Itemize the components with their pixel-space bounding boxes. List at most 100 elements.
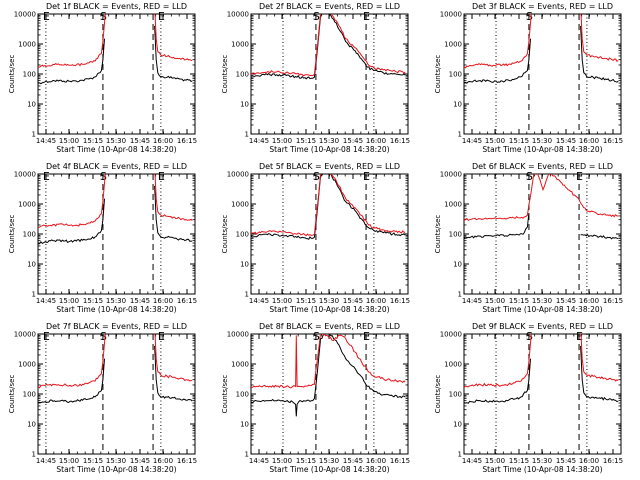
x-tick-label: 15:15 — [296, 457, 316, 465]
x-tick-label: 14:45 — [36, 137, 56, 145]
y-tick-label: 10 — [453, 261, 462, 269]
events-series-line — [38, 185, 193, 245]
panel-title: Det 3f BLACK = Events, RED = LLD — [472, 2, 613, 11]
x-tick-label: 15:45 — [343, 137, 363, 145]
interval-marker-label: E — [363, 330, 370, 343]
interval-marker-label: E — [158, 330, 165, 343]
x-tick-label: 15:30 — [532, 297, 552, 305]
y-tick-label: 10000 — [14, 11, 36, 19]
y-tick-label: 10 — [27, 421, 36, 429]
detector-panel-6: Det 6f BLACK = Events, RED = LLD 1 10 100 10… — [434, 162, 623, 314]
events-series-line — [464, 212, 619, 240]
x-tick-label: 15:00 — [272, 297, 292, 305]
y-tick-label: 1000 — [18, 201, 36, 209]
x-tick-label: 15:45 — [556, 297, 576, 305]
x-tick-label: 16:00 — [366, 297, 386, 305]
x-tick-label: 15:15 — [509, 457, 529, 465]
x-tick-label: 15:00 — [485, 137, 505, 145]
y-tick-label: 1 — [32, 451, 36, 459]
x-tick-label: 15:15 — [509, 297, 529, 305]
x-tick-label: 16:00 — [153, 297, 173, 305]
y-tick-label: 10 — [453, 101, 462, 109]
y-tick-label: 1000 — [444, 361, 462, 369]
x-tick-label: 15:30 — [319, 137, 339, 145]
y-tick-label: 10000 — [227, 331, 249, 339]
x-tick-label: 15:45 — [130, 457, 150, 465]
x-tick-label: 16:15 — [390, 297, 410, 305]
y-tick-label: 1000 — [444, 201, 462, 209]
x-tick-label: 14:45 — [249, 297, 269, 305]
y-tick-label: 1000 — [231, 41, 249, 49]
events-series-line — [38, 25, 193, 85]
x-tick-label: 16:15 — [177, 297, 197, 305]
y-axis-label: Counts/sec — [8, 215, 16, 254]
y-tick-label: 1 — [245, 131, 249, 139]
interval-marker-label: E — [43, 170, 50, 183]
y-tick-label: 10 — [27, 261, 36, 269]
events-series-line — [251, 174, 406, 240]
interval-marker-label: S — [526, 170, 533, 183]
interval-marker-label: S — [526, 330, 533, 343]
plot-frame — [37, 13, 196, 135]
panel-title: Det 1f BLACK = Events, RED = LLD — [46, 2, 187, 11]
y-tick-label: 1000 — [231, 201, 249, 209]
y-axis-label: Counts/sec — [434, 375, 442, 414]
y-tick-label: 1 — [245, 291, 249, 299]
x-axis-label: Start Time (10-Apr-08 14:38:20) — [56, 465, 176, 474]
y-tick-label: 10000 — [440, 11, 462, 19]
y-tick-label: 100 — [449, 391, 462, 399]
x-tick-label: 15:45 — [556, 137, 576, 145]
interval-marker-label: E — [576, 170, 583, 183]
panel-title: Det 4f BLACK = Events, RED = LLD — [46, 162, 187, 171]
x-axis-label: Start Time (10-Apr-08 14:38:20) — [56, 145, 176, 154]
y-tick-label: 10000 — [14, 331, 36, 339]
x-tick-label: 16:00 — [579, 297, 599, 305]
x-axis-label: Start Time (10-Apr-08 14:38:20) — [482, 305, 602, 314]
x-tick-label: 16:15 — [390, 457, 410, 465]
x-tick-label: 14:45 — [36, 297, 56, 305]
y-tick-label: 10 — [240, 101, 249, 109]
x-tick-label: 15:45 — [556, 457, 576, 465]
x-tick-label: 16:15 — [603, 457, 623, 465]
y-tick-label: 1 — [32, 291, 36, 299]
x-tick-label: 15:30 — [532, 137, 552, 145]
y-axis-label: Counts/sec — [8, 55, 16, 94]
lld-series-line — [38, 174, 193, 229]
lld-series-line — [38, 14, 193, 68]
y-tick-label: 1 — [245, 451, 249, 459]
interval-marker-label: E — [158, 170, 165, 183]
y-tick-label: 100 — [23, 391, 36, 399]
events-series-line — [251, 334, 406, 417]
interval-marker-label: E — [363, 170, 370, 183]
x-tick-label: 15:30 — [106, 297, 126, 305]
y-tick-label: 10000 — [227, 11, 249, 19]
x-tick-label: 15:30 — [106, 137, 126, 145]
lld-series-line — [251, 14, 406, 77]
x-tick-label: 16:15 — [603, 137, 623, 145]
x-tick-label: 15:15 — [83, 137, 103, 145]
x-tick-label: 15:45 — [343, 297, 363, 305]
y-tick-label: 1000 — [231, 361, 249, 369]
x-tick-label: 15:45 — [130, 297, 150, 305]
interval-marker-label: S — [100, 330, 107, 343]
y-axis-label: Counts/sec — [8, 375, 16, 414]
interval-marker-label: E — [363, 10, 370, 23]
x-axis-label: Start Time (10-Apr-08 14:38:20) — [56, 305, 176, 314]
y-tick-label: 10 — [240, 421, 249, 429]
x-tick-label: 16:15 — [177, 137, 197, 145]
interval-marker-label: S — [100, 10, 107, 23]
events-series-line — [464, 345, 619, 404]
detector-panel-5: Det 5f BLACK = Events, RED = LLD 1 10 100 10… — [221, 162, 410, 314]
interval-marker-label: S — [100, 170, 107, 183]
y-axis-label: Counts/sec — [434, 215, 442, 254]
panel-title: Det 6f BLACK = Events, RED = LLD — [472, 162, 613, 171]
x-tick-label: 15:00 — [59, 457, 79, 465]
x-tick-label: 15:15 — [296, 297, 316, 305]
lld-series-line — [38, 334, 193, 389]
events-series-line — [251, 14, 406, 80]
detector-panel-2: Det 2f BLACK = Events, RED = LLD 1 10 100 10… — [221, 2, 410, 154]
events-series-line — [464, 25, 619, 84]
y-tick-label: 10000 — [440, 171, 462, 179]
y-tick-label: 10 — [240, 261, 249, 269]
y-tick-label: 10000 — [440, 331, 462, 339]
